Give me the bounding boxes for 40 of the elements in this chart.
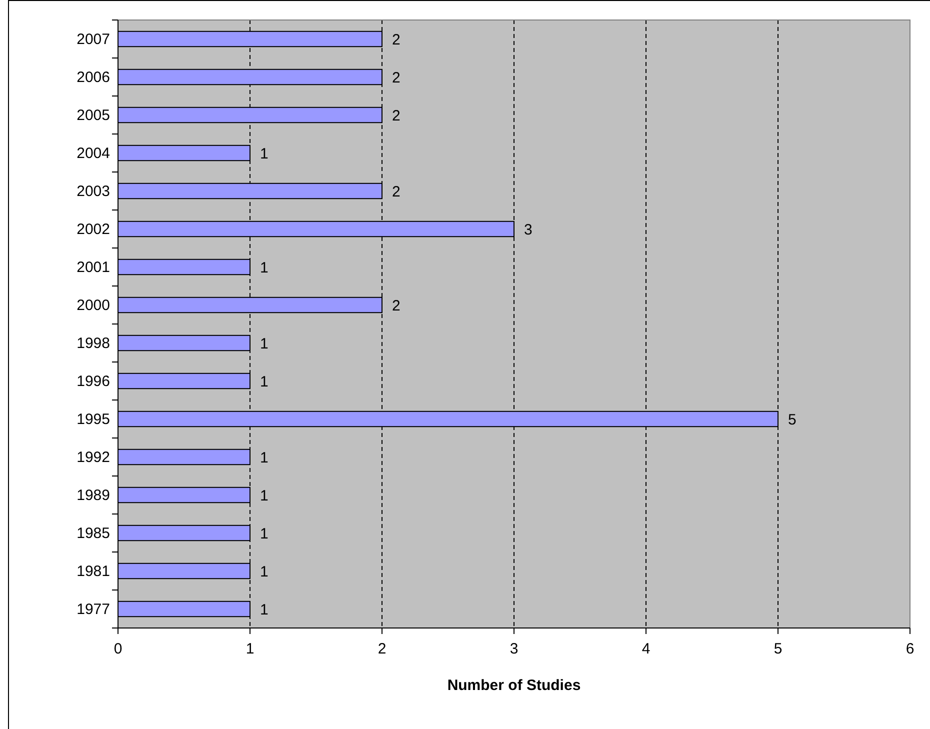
data-label: 1 [260,487,268,504]
y-tick-label: 2007 [76,30,110,48]
data-label: 2 [392,297,400,314]
x-tick-label: 6 [906,640,914,658]
x-tick-label: 4 [642,640,650,658]
data-label: 3 [524,221,532,238]
y-tick-label: 1985 [76,524,110,542]
y-tick-label: 1995 [76,410,110,428]
y-tick-label: 2003 [76,182,110,200]
y-tick-label: 1996 [76,372,110,390]
y-tick-label: 1977 [76,600,110,618]
data-label: 1 [260,335,268,352]
x-tick-label: 3 [510,640,518,658]
data-label: 2 [392,183,400,200]
y-tick-label: 2005 [76,106,110,124]
y-tick-label: 1981 [76,562,110,580]
data-label: 1 [260,563,268,580]
y-tick-label: 1992 [76,448,110,466]
data-label: 5 [788,411,796,428]
data-label: 1 [260,145,268,162]
data-label: 1 [260,525,268,542]
data-label: 1 [260,601,268,618]
y-tick-label: 2002 [76,220,110,238]
data-label: 1 [260,449,268,466]
x-tick-label: 0 [114,640,122,658]
data-label: 2 [392,69,400,86]
x-axis-title: Number of Studies [447,677,581,694]
y-tick-label: 1998 [76,334,110,352]
data-label: 2 [392,107,400,124]
x-tick-label: 1 [246,640,254,658]
y-tick-label: 2004 [76,144,110,162]
data-label: 1 [260,259,268,276]
y-tick-label: 2001 [76,258,110,276]
data-label: 2 [392,31,400,48]
x-tick-label: 5 [774,640,782,658]
y-tick-label: 1989 [76,486,110,504]
x-tick-label: 2 [378,640,386,658]
y-tick-label: 2000 [76,296,110,314]
y-tick-label: 2006 [76,68,110,86]
data-label: 1 [260,373,268,390]
